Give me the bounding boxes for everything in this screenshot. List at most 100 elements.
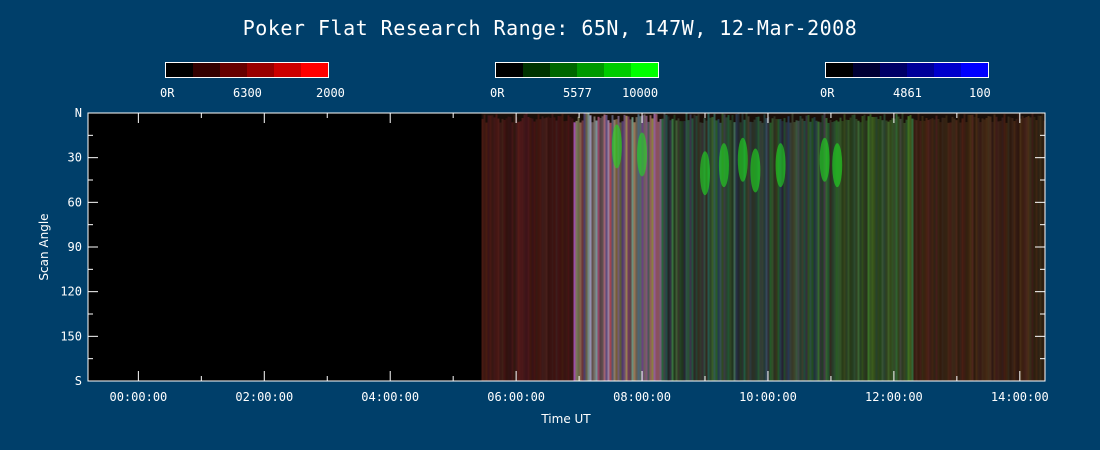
aurora-column bbox=[787, 116, 790, 381]
y-tick-label: 30 bbox=[68, 151, 82, 165]
aurora-column bbox=[1017, 113, 1020, 381]
aurora-column bbox=[537, 114, 540, 381]
aurora-column bbox=[865, 120, 868, 381]
aurora-column bbox=[917, 113, 920, 381]
aurora-column bbox=[517, 121, 520, 381]
aurora-column bbox=[705, 120, 708, 381]
aurora-column bbox=[959, 122, 962, 381]
aurora-column bbox=[855, 118, 858, 381]
aurora-column bbox=[993, 114, 996, 381]
aurora-column bbox=[765, 118, 768, 381]
aurora-column bbox=[521, 118, 524, 381]
aurora-column bbox=[555, 120, 558, 381]
aurora-column bbox=[887, 121, 890, 381]
aurora-column bbox=[967, 114, 970, 381]
aurora-column bbox=[483, 114, 486, 381]
aurora-column bbox=[707, 113, 710, 381]
aurora-column bbox=[833, 121, 836, 381]
aurora-column bbox=[871, 116, 874, 381]
aurora-column bbox=[825, 118, 828, 381]
aurora-column bbox=[627, 116, 630, 381]
aurora-column bbox=[983, 119, 986, 381]
aurora-column bbox=[609, 122, 612, 381]
aurora-column bbox=[687, 120, 690, 381]
aurora-column bbox=[669, 120, 672, 381]
aurora-column bbox=[495, 114, 498, 381]
aurora-column bbox=[597, 116, 600, 381]
aurora-column bbox=[679, 121, 682, 381]
colorbar-4861-max-label: 100 bbox=[969, 86, 991, 100]
aurora-column bbox=[845, 119, 848, 381]
aurora-column bbox=[565, 120, 568, 381]
aurora-column bbox=[611, 115, 614, 381]
aurora-column bbox=[491, 115, 494, 381]
colorbar-segment bbox=[934, 63, 961, 77]
aurora-column bbox=[713, 113, 716, 381]
aurora-column bbox=[539, 119, 542, 381]
aurora-column bbox=[637, 114, 640, 381]
aurora-column bbox=[723, 114, 726, 381]
aurora-column bbox=[673, 114, 676, 381]
aurora-column bbox=[603, 114, 606, 381]
aurora-column bbox=[1021, 115, 1024, 381]
aurora-column bbox=[585, 113, 588, 381]
aurora-column bbox=[519, 121, 522, 381]
aurora-column bbox=[773, 116, 776, 381]
x-tick-label: 10:00:00 bbox=[739, 390, 797, 404]
aurora-column bbox=[543, 118, 546, 381]
aurora-column bbox=[621, 121, 624, 381]
colorbar-segment bbox=[166, 63, 193, 77]
aurora-column bbox=[963, 114, 966, 381]
aurora-column bbox=[817, 121, 820, 381]
aurora-column bbox=[901, 113, 904, 381]
aurora-column bbox=[829, 120, 832, 381]
aurora-column bbox=[851, 114, 854, 381]
aurora-column bbox=[663, 113, 666, 381]
aurora-column bbox=[749, 121, 752, 381]
aurora-column bbox=[997, 121, 1000, 381]
aurora-column bbox=[703, 118, 706, 381]
aurora-column bbox=[1033, 116, 1036, 381]
aurora-column bbox=[915, 120, 918, 381]
aurora-column bbox=[709, 117, 712, 381]
aurora-column bbox=[881, 120, 884, 381]
colorbar-segment bbox=[604, 63, 631, 77]
aurora-column bbox=[811, 118, 814, 381]
aurora-column bbox=[909, 114, 912, 381]
x-axis-title: Time UT bbox=[540, 412, 591, 426]
aurora-column bbox=[835, 120, 838, 381]
aurora-column bbox=[991, 121, 994, 381]
aurora-column bbox=[781, 121, 784, 381]
aurora-column bbox=[821, 115, 824, 381]
aurora-column bbox=[721, 113, 724, 381]
aurora-column bbox=[699, 122, 702, 381]
aurora-column bbox=[581, 120, 584, 381]
y-tick-label: N bbox=[75, 106, 82, 120]
colorbar-6300-name-label: 6300 bbox=[233, 86, 262, 100]
aurora-column bbox=[563, 121, 566, 381]
aurora-column bbox=[1039, 115, 1042, 381]
aurora-column bbox=[815, 120, 818, 381]
aurora-column bbox=[747, 116, 750, 381]
aurora-column bbox=[481, 118, 484, 381]
y-axis-title: Scan Angle bbox=[37, 213, 51, 280]
aurora-column bbox=[625, 115, 628, 381]
aurora-column bbox=[813, 117, 816, 381]
aurora-column bbox=[775, 119, 778, 381]
aurora-column bbox=[523, 114, 526, 381]
aurora-column bbox=[731, 115, 734, 381]
aurora-column bbox=[503, 119, 506, 381]
colorbar-segment bbox=[961, 63, 988, 77]
aurora-column bbox=[895, 113, 898, 381]
aurora-column bbox=[939, 122, 942, 381]
aurora-column bbox=[629, 119, 632, 381]
aurora-column bbox=[577, 116, 580, 381]
aurora-column bbox=[1037, 115, 1040, 381]
aurora-green-streak bbox=[737, 137, 748, 182]
aurora-column bbox=[681, 121, 684, 381]
aurora-column bbox=[661, 118, 664, 381]
aurora-column bbox=[979, 122, 982, 381]
aurora-column bbox=[869, 114, 872, 381]
colorbar-segment bbox=[577, 63, 604, 77]
colorbar-segment bbox=[274, 63, 301, 77]
